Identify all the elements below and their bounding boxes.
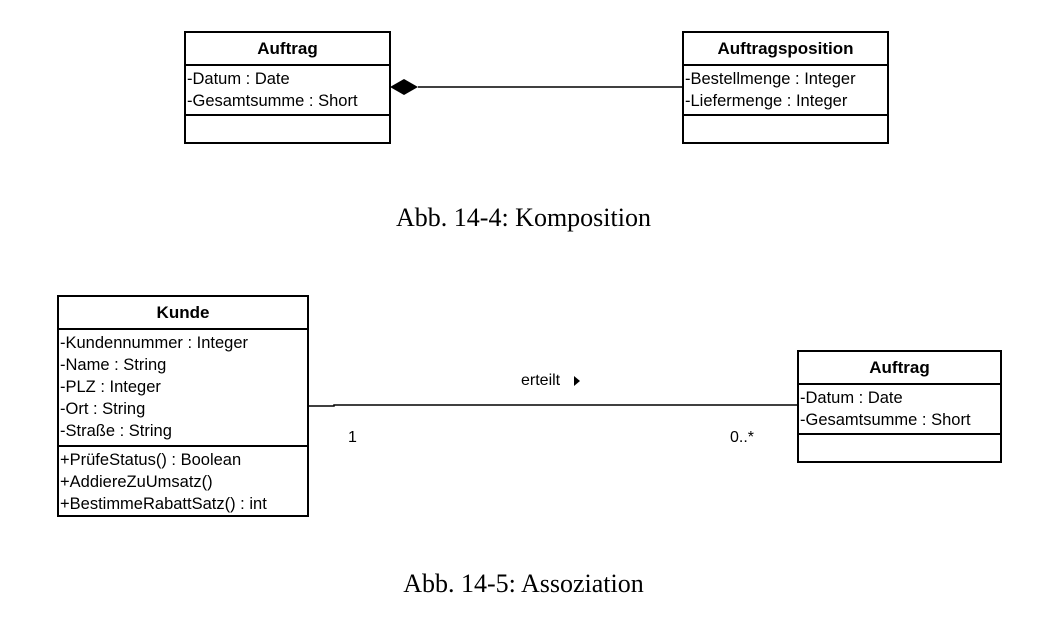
figure-caption-composition: Abb. 14-4: Komposition [396, 203, 651, 232]
figure-caption-association: Abb. 14-5: Assoziation [403, 569, 644, 598]
class-auftrag-association[interactable]: Auftrag -Datum : Date -Gesamtsumme : Sho… [797, 350, 1002, 463]
attributes-section: -Bestellmenge : Integer -Liefermenge : I… [684, 66, 887, 116]
attribute: -PLZ : Integer [60, 378, 161, 396]
class-name: Auftragsposition [684, 33, 887, 66]
attribute: -Datum : Date [187, 70, 290, 88]
attribute: -Gesamtsumme : Short [800, 411, 971, 429]
multiplicity-source: 1 [348, 429, 357, 446]
attribute: -Datum : Date [800, 389, 903, 407]
association-line [308, 404, 798, 407]
attribute: -Liefermenge : Integer [685, 92, 848, 110]
attribute: -Gesamtsumme : Short [187, 92, 358, 110]
class-auftragsposition[interactable]: Auftragsposition -Bestellmenge : Integer… [682, 31, 889, 144]
attribute: -Kundennummer : Integer [60, 334, 249, 352]
class-kunde[interactable]: Kunde -Kundennummer : Integer -Name : St… [57, 295, 309, 517]
class-name: Auftrag [186, 33, 389, 66]
class-name: Auftrag [799, 352, 1000, 385]
operation: +PrüfeStatus() : Boolean [60, 451, 242, 469]
operation: +BestimmeRabattSatz() : int [60, 495, 267, 513]
attributes-section: -Datum : Date -Gesamtsumme : Short [799, 385, 1000, 435]
attributes-section: -Kundennummer : Integer -Name : String -… [59, 330, 307, 447]
attributes-section: -Datum : Date -Gesamtsumme : Short [186, 66, 389, 116]
multiplicity-target: 0..* [730, 429, 755, 446]
class-name: Kunde [59, 297, 307, 330]
attribute: -Ort : String [60, 400, 146, 418]
class-auftrag-composition[interactable]: Auftrag -Datum : Date -Gesamtsumme : Sho… [184, 31, 391, 144]
attribute: -Name : String [60, 356, 167, 374]
operation: +AddiereZuUmsatz() [60, 473, 213, 491]
attribute: -Bestellmenge : Integer [685, 70, 856, 88]
association-label: erteilt [521, 372, 561, 389]
operations-section: +PrüfeStatus() : Boolean +AddiereZuUmsat… [59, 447, 307, 515]
attribute: -Straße : String [60, 422, 172, 440]
direction-arrow-icon [574, 376, 580, 386]
composition-diamond [390, 79, 418, 95]
